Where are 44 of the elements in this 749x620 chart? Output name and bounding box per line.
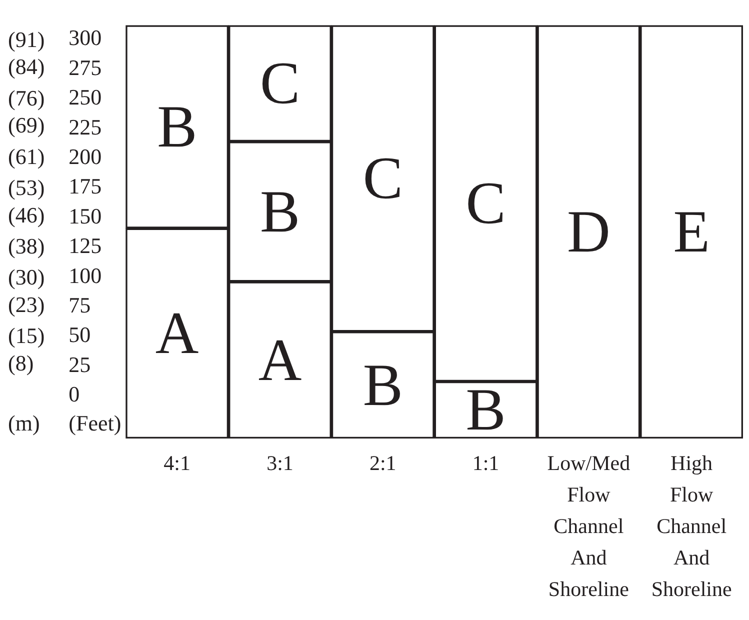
y-tick-label: 250	[68, 84, 102, 110]
series-label: C	[260, 50, 300, 116]
x-tick-label: 3:1	[266, 450, 294, 475]
y-tick-label: 25	[68, 352, 91, 377]
y2-tick-label: (76)	[8, 85, 45, 110]
y2-tick-label: (38)	[8, 233, 45, 258]
y2-tick-label: (15)	[8, 323, 45, 348]
series-label: A	[258, 326, 302, 393]
y2-tick-label: (23)	[8, 292, 45, 317]
y2-tick-label: (91)	[8, 26, 45, 52]
series-label: E	[673, 198, 710, 265]
text: C	[466, 170, 506, 236]
text: B	[157, 93, 198, 160]
y2-tick-label: (69)	[8, 112, 45, 138]
y-tick-label: 100	[68, 262, 102, 288]
y-tick-label: 0	[68, 382, 80, 407]
y-tick-label: 200	[68, 144, 102, 169]
y2-tick-label: (84)	[8, 54, 45, 80]
y-tick-label: 175	[68, 174, 102, 199]
y-axis-title: (Feet)	[68, 410, 122, 436]
series-label: B	[466, 376, 506, 443]
text: A	[155, 300, 199, 366]
series-label: D	[566, 198, 610, 265]
y-tick-label: 300	[68, 25, 102, 50]
x-tick-label: High Flow Channel And Shoreline	[651, 450, 732, 601]
x-tick-label: 2:1	[369, 450, 396, 475]
text: C	[362, 145, 403, 212]
y2-tick-label: (53)	[8, 175, 45, 200]
y2-tick-label: (61)	[8, 144, 45, 169]
y2-tick-label: (46)	[8, 202, 45, 228]
y-tick-label: 75	[68, 292, 91, 318]
y-tick-label: 125	[68, 233, 102, 258]
text: B	[260, 178, 300, 244]
text: B	[362, 352, 403, 418]
x-tick-label: 4:1	[164, 450, 191, 475]
y2-axis-title: (m)	[8, 410, 40, 436]
x-tick-label: 1:1	[472, 450, 500, 475]
y-tick-label: 150	[68, 203, 102, 228]
y-tick-label: 275	[68, 54, 102, 80]
y2-tick-label: (8)	[8, 350, 34, 376]
x-tick-label: Low/Med Flow Channel And Shoreline	[547, 450, 631, 601]
y-tick-label: 225	[68, 114, 102, 140]
y-tick-label: 50	[68, 322, 91, 348]
y2-tick-label: (30)	[8, 264, 45, 290]
